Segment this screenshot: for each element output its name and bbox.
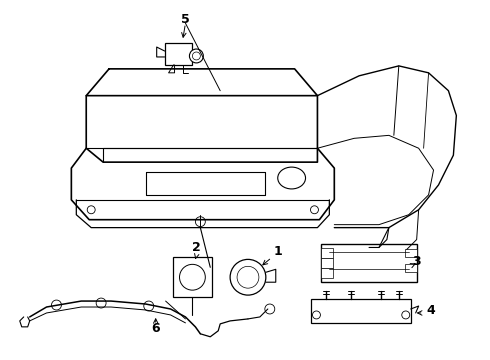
Text: 3: 3 bbox=[413, 255, 421, 268]
Circle shape bbox=[51, 300, 61, 310]
Circle shape bbox=[402, 311, 410, 319]
FancyBboxPatch shape bbox=[405, 249, 416, 257]
Circle shape bbox=[311, 206, 319, 214]
Circle shape bbox=[237, 266, 259, 288]
Text: 4: 4 bbox=[426, 305, 435, 318]
Circle shape bbox=[193, 52, 200, 60]
Text: 2: 2 bbox=[192, 241, 201, 254]
FancyBboxPatch shape bbox=[321, 258, 333, 268]
Circle shape bbox=[190, 49, 203, 63]
Circle shape bbox=[179, 264, 205, 290]
Text: 1: 1 bbox=[273, 245, 282, 258]
Text: 5: 5 bbox=[181, 13, 190, 26]
Circle shape bbox=[96, 298, 106, 308]
Circle shape bbox=[230, 260, 266, 295]
FancyBboxPatch shape bbox=[321, 248, 333, 258]
FancyBboxPatch shape bbox=[321, 244, 416, 282]
FancyBboxPatch shape bbox=[172, 257, 212, 297]
Circle shape bbox=[265, 304, 275, 314]
FancyBboxPatch shape bbox=[321, 268, 333, 278]
FancyBboxPatch shape bbox=[165, 43, 193, 65]
Ellipse shape bbox=[278, 167, 306, 189]
Text: 6: 6 bbox=[151, 322, 160, 336]
Circle shape bbox=[313, 311, 320, 319]
Circle shape bbox=[87, 206, 95, 214]
FancyBboxPatch shape bbox=[405, 264, 416, 272]
Circle shape bbox=[144, 301, 154, 311]
FancyBboxPatch shape bbox=[312, 299, 411, 323]
Circle shape bbox=[196, 217, 205, 227]
